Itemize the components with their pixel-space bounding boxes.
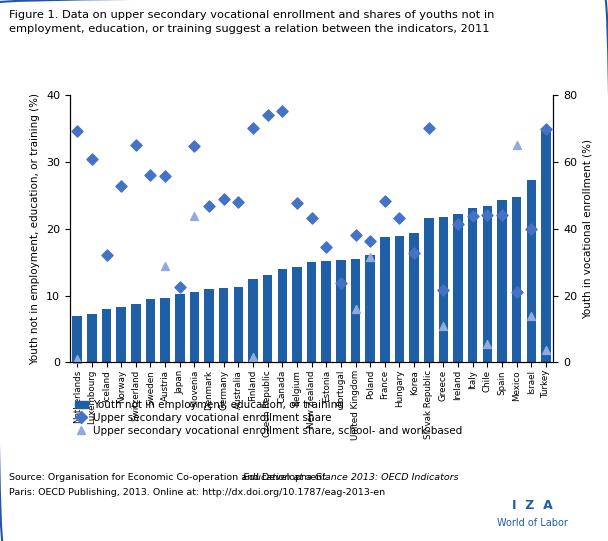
Point bbox=[409, 248, 419, 257]
Bar bbox=[131, 304, 140, 362]
Text: Figure 1. Data on upper secondary vocational enrollment and shares of youths not: Figure 1. Data on upper secondary vocati… bbox=[9, 10, 494, 19]
Bar bbox=[116, 307, 126, 362]
Point bbox=[292, 199, 302, 207]
Bar bbox=[190, 292, 199, 362]
Point bbox=[365, 253, 375, 262]
Bar bbox=[438, 217, 448, 362]
Point bbox=[248, 124, 258, 133]
Point bbox=[365, 236, 375, 245]
Text: Paris: OECD Publishing, 2013. Online at: http://dx.doi.org/10.1787/eag-2013-en: Paris: OECD Publishing, 2013. Online at:… bbox=[9, 488, 385, 497]
Text: employment, education, or training suggest a relation between the indicators, 20: employment, education, or training sugge… bbox=[9, 24, 489, 34]
Point bbox=[87, 155, 97, 163]
Point bbox=[541, 346, 551, 355]
Y-axis label: Youth in vocational enrollment (%): Youth in vocational enrollment (%) bbox=[582, 138, 593, 319]
Bar bbox=[483, 207, 492, 362]
Point bbox=[483, 211, 492, 220]
Bar bbox=[409, 233, 419, 362]
Bar bbox=[292, 267, 302, 362]
Bar bbox=[87, 314, 97, 362]
Point bbox=[527, 311, 536, 320]
Bar bbox=[454, 214, 463, 362]
Bar bbox=[424, 218, 434, 362]
Bar bbox=[336, 260, 346, 362]
Bar bbox=[219, 288, 229, 362]
Point bbox=[336, 279, 346, 288]
Point bbox=[248, 353, 258, 361]
Point bbox=[438, 286, 448, 294]
Bar bbox=[277, 269, 287, 362]
Point bbox=[512, 288, 522, 296]
Point bbox=[541, 125, 551, 134]
Legend: Youth not in employment, education, or training, Upper secondary vocational enro: Youth not in employment, education, or t… bbox=[75, 400, 462, 436]
Point bbox=[116, 182, 126, 191]
Bar bbox=[541, 131, 551, 362]
Bar bbox=[527, 180, 536, 362]
Point bbox=[190, 212, 199, 220]
Point bbox=[527, 224, 536, 233]
Bar bbox=[248, 280, 258, 362]
Bar bbox=[365, 255, 375, 362]
Point bbox=[512, 141, 522, 149]
Text: I  Z  A: I Z A bbox=[511, 499, 553, 512]
Point bbox=[204, 201, 214, 210]
Text: Source: Organisation for Economic Co-operation and Development.: Source: Organisation for Economic Co-ope… bbox=[9, 473, 332, 483]
Bar bbox=[102, 309, 111, 362]
Point bbox=[219, 195, 229, 203]
Point bbox=[72, 127, 82, 136]
Bar bbox=[395, 236, 404, 362]
Point bbox=[468, 212, 478, 220]
Point bbox=[277, 107, 287, 116]
Bar bbox=[161, 298, 170, 362]
Bar bbox=[175, 294, 185, 362]
Text: World of Labor: World of Labor bbox=[497, 518, 567, 528]
Bar bbox=[497, 200, 507, 362]
Point bbox=[161, 262, 170, 270]
Bar bbox=[351, 259, 361, 362]
Point bbox=[175, 283, 185, 292]
Point bbox=[161, 172, 170, 181]
Point bbox=[497, 211, 507, 220]
Point bbox=[233, 197, 243, 206]
Text: Education at a Glance 2013: OECD Indicators: Education at a Glance 2013: OECD Indicat… bbox=[9, 473, 459, 483]
Point bbox=[380, 197, 390, 206]
Bar bbox=[146, 299, 155, 362]
Point bbox=[263, 110, 272, 119]
Point bbox=[190, 141, 199, 150]
Bar bbox=[263, 275, 272, 362]
Bar bbox=[72, 315, 82, 362]
Bar bbox=[204, 289, 214, 362]
Point bbox=[351, 231, 361, 240]
Point bbox=[424, 124, 434, 133]
Point bbox=[131, 141, 140, 149]
Point bbox=[351, 305, 361, 313]
Point bbox=[146, 171, 156, 180]
Y-axis label: Youth not in employment, education, or training (%): Youth not in employment, education, or t… bbox=[30, 93, 41, 365]
Bar bbox=[307, 262, 316, 362]
Bar bbox=[322, 261, 331, 362]
Point bbox=[322, 243, 331, 252]
Point bbox=[395, 214, 404, 222]
Bar bbox=[468, 208, 477, 362]
Point bbox=[102, 251, 111, 260]
Bar bbox=[380, 237, 390, 362]
Point bbox=[306, 214, 316, 222]
Bar bbox=[512, 197, 522, 362]
Point bbox=[453, 220, 463, 228]
Point bbox=[72, 355, 82, 364]
Bar bbox=[233, 287, 243, 362]
Point bbox=[483, 339, 492, 348]
Point bbox=[438, 321, 448, 330]
